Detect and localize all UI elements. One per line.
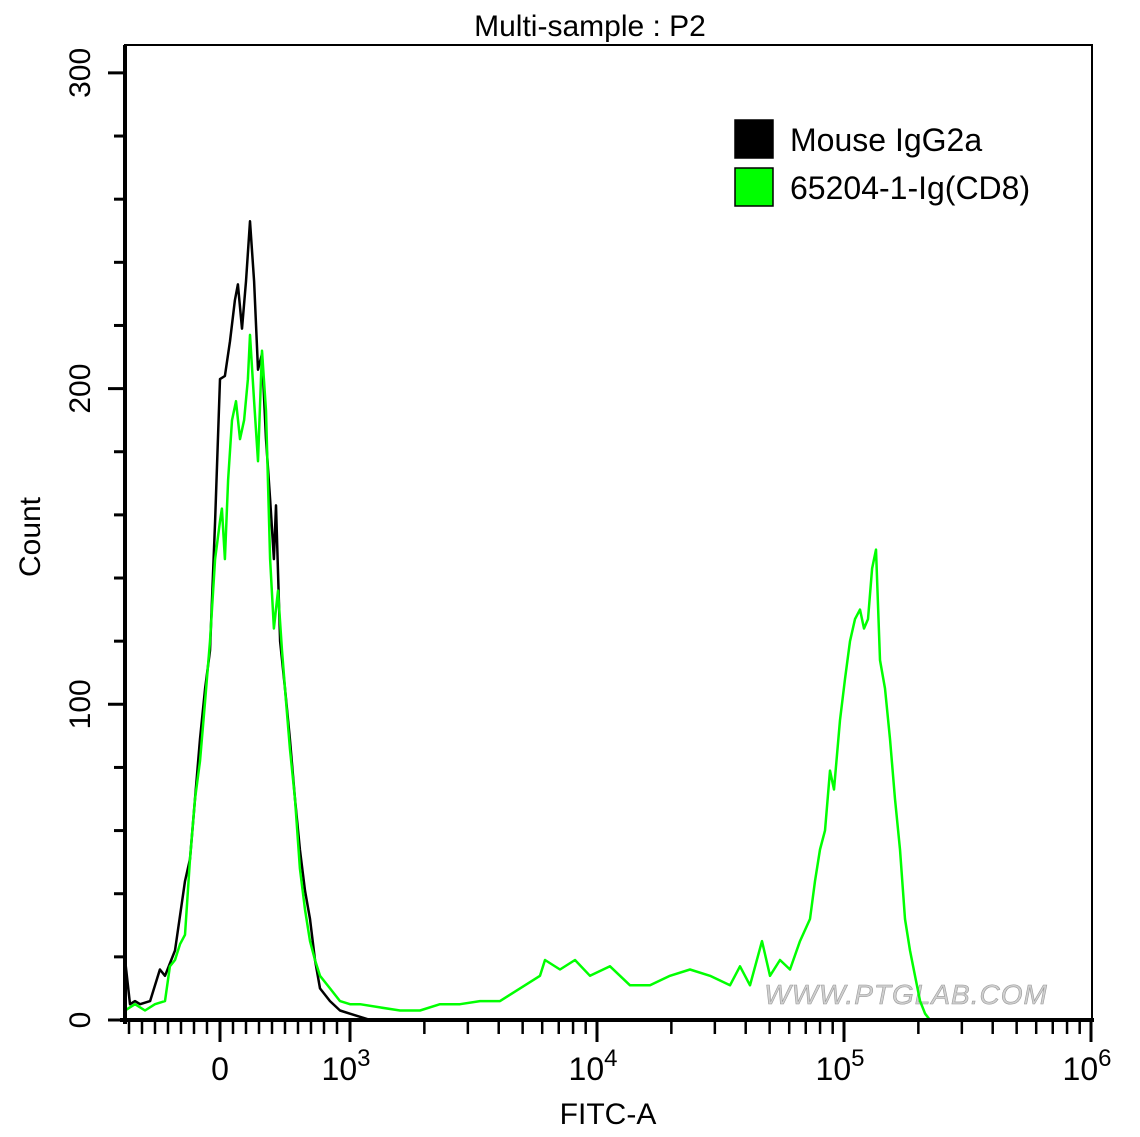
x-axis-label: FITC-A xyxy=(560,1098,657,1131)
legend-swatch xyxy=(734,119,774,159)
legend-label: 65204-1-Ig(CD8) xyxy=(790,170,1030,206)
x-tick-exponent: 3 xyxy=(357,1045,370,1072)
x-tick-label: 105 xyxy=(816,1045,865,1087)
x-tick-exponent: 4 xyxy=(604,1045,617,1072)
x-tick-label: 103 xyxy=(322,1045,371,1087)
y-axis-label: Count xyxy=(14,496,47,577)
x-tick-exponent: 6 xyxy=(1098,1045,1111,1072)
x-tick-base: 10 xyxy=(322,1051,358,1087)
legend-swatch xyxy=(734,167,774,207)
legend-label: Mouse IgG2a xyxy=(790,122,982,158)
series-line-cd8 xyxy=(124,333,931,1021)
series-layer xyxy=(123,220,931,1022)
chart-title: Multi-sample : P2 xyxy=(474,10,706,43)
x-tick-label: 106 xyxy=(1063,1045,1112,1087)
watermark: WWW.PTGLAB.COM xyxy=(764,979,1048,1010)
x-tick-exponent: 5 xyxy=(851,1045,864,1072)
x-tick-base: 10 xyxy=(816,1051,852,1087)
y-tick-label: 300 xyxy=(64,48,97,98)
legend: Mouse IgG2a 65204-1-Ig(CD8) xyxy=(734,119,1030,207)
y-tick-label: 0 xyxy=(64,1012,97,1029)
x-tick-base: 0 xyxy=(211,1051,229,1087)
x-tick-base: 10 xyxy=(1063,1051,1099,1087)
x-tick-label: 0 xyxy=(211,1051,229,1087)
series-line-isotype xyxy=(123,220,371,1022)
x-tick-label: 104 xyxy=(569,1045,618,1087)
x-tick-base: 10 xyxy=(569,1051,605,1087)
y-tick-label: 200 xyxy=(64,364,97,414)
y-tick-label: 100 xyxy=(64,679,97,729)
